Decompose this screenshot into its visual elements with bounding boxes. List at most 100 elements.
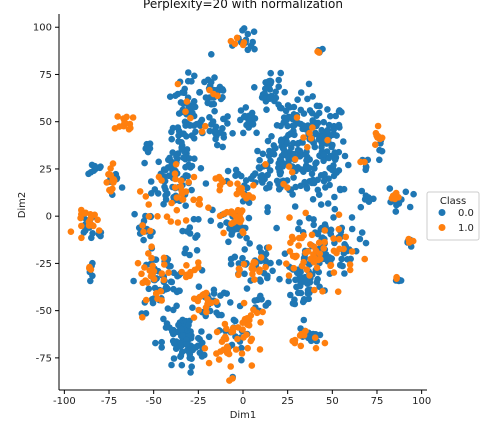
- data-point: [238, 344, 245, 352]
- data-point: [168, 135, 175, 143]
- data-point: [257, 249, 265, 256]
- data-point: [291, 300, 299, 308]
- data-point: [305, 80, 313, 88]
- data-point: [275, 76, 283, 84]
- data-point: [221, 320, 229, 328]
- data-point: [335, 235, 343, 243]
- data-point: [129, 114, 137, 121]
- data-point: [345, 161, 352, 169]
- data-point: [324, 106, 331, 113]
- data-point: [330, 269, 338, 276]
- data-point: [304, 165, 312, 173]
- data-point: [311, 334, 319, 342]
- data-point: [189, 304, 196, 312]
- data-point: [81, 210, 88, 217]
- data-point: [335, 225, 343, 233]
- data-point: [187, 164, 194, 171]
- data-point: [295, 225, 302, 233]
- data-point: [303, 266, 311, 274]
- data-point: [315, 191, 323, 198]
- data-point: [289, 122, 297, 129]
- data-point: [291, 156, 299, 163]
- data-point: [182, 108, 189, 115]
- data-point: [190, 196, 197, 204]
- data-point: [296, 147, 304, 155]
- data-point: [249, 38, 256, 46]
- data-point: [168, 278, 176, 286]
- data-point: [257, 319, 264, 326]
- data-point: [285, 277, 293, 285]
- data-point: [259, 308, 267, 316]
- data-point: [127, 124, 134, 132]
- data-point: [243, 331, 250, 339]
- data-point: [294, 269, 301, 277]
- data-point: [239, 254, 246, 262]
- data-point: [410, 190, 417, 198]
- data-point: [342, 233, 350, 241]
- data-point: [218, 311, 225, 319]
- data-point: [203, 308, 210, 316]
- data-point: [333, 132, 340, 139]
- legend-label: 0.0: [458, 208, 474, 219]
- data-point: [170, 306, 177, 314]
- data-point: [170, 330, 177, 338]
- data-point: [257, 292, 264, 300]
- data-point: [185, 321, 192, 329]
- data-point: [269, 148, 276, 155]
- data-point: [262, 302, 270, 309]
- data-point: [241, 246, 248, 253]
- data-point: [309, 196, 317, 203]
- data-point: [235, 260, 243, 267]
- data-point: [265, 244, 273, 251]
- data-point: [321, 238, 328, 246]
- data-point: [145, 285, 153, 293]
- data-point: [166, 93, 174, 100]
- data-point: [191, 72, 198, 80]
- data-point: [226, 180, 234, 187]
- data-point: [215, 356, 223, 363]
- data-point: [233, 34, 241, 42]
- data-point: [277, 169, 285, 176]
- data-point: [190, 215, 198, 223]
- data-point: [256, 165, 264, 172]
- data-point: [332, 154, 340, 161]
- data-point: [288, 168, 296, 176]
- data-point: [304, 95, 311, 103]
- data-point: [138, 270, 145, 278]
- data-point: [392, 208, 400, 215]
- data-point: [248, 335, 256, 343]
- data-point: [177, 177, 184, 184]
- data-point: [213, 328, 221, 336]
- data-point: [139, 222, 146, 229]
- data-point: [168, 199, 175, 207]
- data-point: [154, 213, 161, 220]
- data-point: [178, 139, 185, 146]
- data-point: [186, 155, 193, 162]
- data-point: [280, 150, 288, 157]
- data-point: [356, 235, 364, 243]
- data-point: [251, 170, 259, 177]
- data-point: [162, 324, 170, 331]
- data-point: [223, 290, 230, 297]
- data-point: [175, 132, 182, 139]
- data-point: [216, 182, 224, 189]
- data-point: [259, 150, 267, 158]
- y-tick-label: 75: [39, 70, 52, 81]
- data-point: [315, 239, 323, 246]
- data-point: [205, 204, 212, 211]
- data-point: [130, 277, 137, 285]
- data-point: [318, 126, 326, 134]
- data-point: [206, 127, 214, 135]
- data-point: [276, 275, 283, 283]
- data-point: [348, 214, 356, 221]
- chart-title: Perplexity=20 with normalization: [143, 0, 343, 11]
- data-point: [172, 161, 180, 168]
- data-point: [240, 129, 247, 137]
- data-point: [286, 113, 293, 121]
- data-point: [85, 222, 93, 229]
- data-point: [292, 276, 299, 284]
- data-point: [183, 228, 191, 235]
- data-point: [332, 112, 340, 120]
- data-point: [198, 116, 206, 124]
- data-point: [275, 259, 283, 266]
